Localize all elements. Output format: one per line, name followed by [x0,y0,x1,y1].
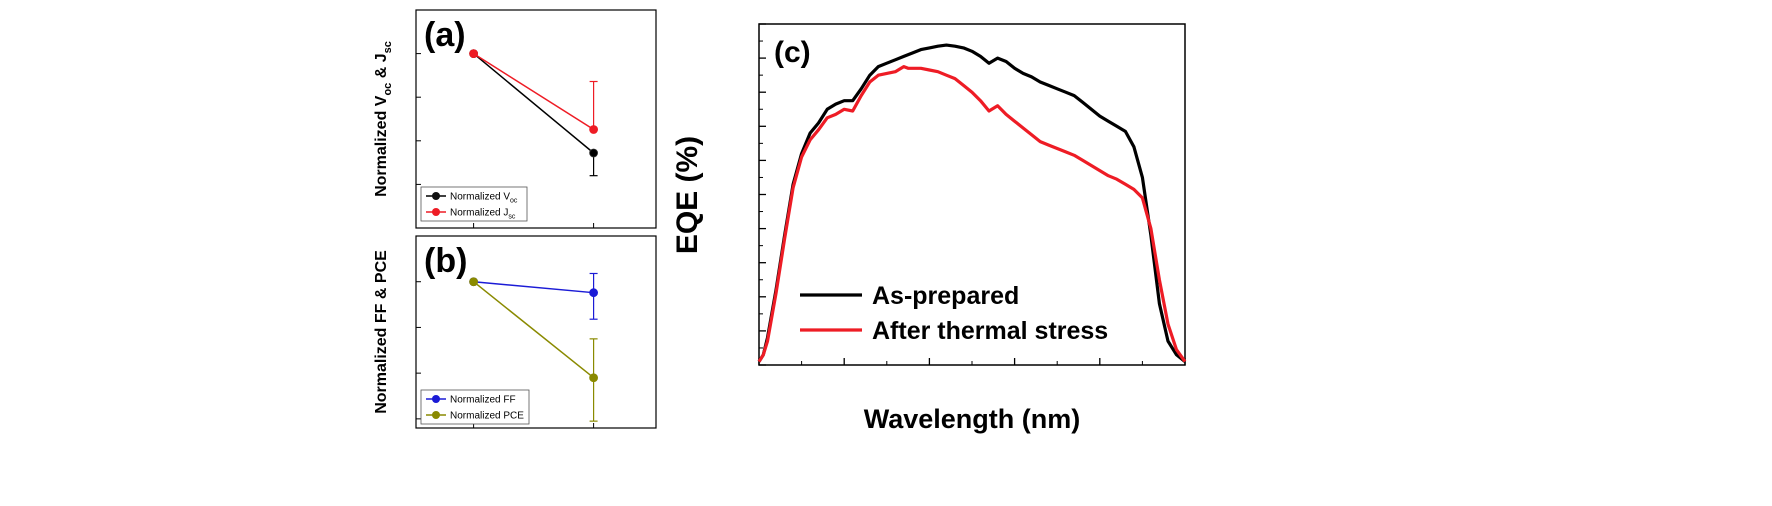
panel-b-legend: Normalized FF Normalized PCE [420,389,530,425]
panel-b: (b) Normalized FF & PCE Normalized FF No… [373,235,657,429]
panel-a-plot-frame [415,9,657,229]
panel-a-series [469,49,598,177]
panel-c-series [757,43,1187,363]
panel-b-series-normalized-pce-marker-1 [589,373,598,383]
panel-b-yticks [416,235,421,420]
panel-a-xticks [473,223,595,228]
legend-label-voc: Normalized Voc [450,192,518,205]
panel-c-label: (c) [774,36,811,69]
panel-b-series-normalized-ff-marker-1 [589,288,598,298]
panel-c-legend: As-prepared After thermal stress [800,282,1108,345]
legend-label-jsc: Normalized Jsc [450,208,516,221]
panel-c-series-as-prepared-line [757,43,1186,363]
panel-a-legend: Normalized Voc Normalized Jsc [420,186,528,222]
legend-marker-pce [432,411,440,419]
panel-a-series-normalized-voc-marker-1 [589,148,598,158]
panel-a-series-normalized-jsc-line [473,52,595,131]
panel-b-series-normalized-pce-line [473,281,595,379]
panel-b-legend-box [420,389,530,425]
panel-b-series-normalized-ff-line [473,280,594,294]
panel-a: (a) Normalized Voc & Jsc Normalized Voc … [373,9,657,229]
panel-c-ylabel: EQE (%) [671,136,704,254]
panel-c-plot-frame [758,23,1186,366]
panel-a-label: (a) [424,16,466,54]
legend-marker-jsc [432,208,440,216]
panel-c-xticks [758,358,1186,365]
legend-label-ff: Normalized FF [450,395,516,406]
panel-b-ylabel: Normalized FF & PCE [373,250,390,414]
panel-a-series-normalized-voc-line [473,53,595,154]
panel-b-plot-frame [415,235,657,429]
panel-a-legend-box [420,186,528,222]
panel-b-series-normalized-pce-marker-0 [469,277,479,287]
panel-c: (c) EQE (%) Wavelength (nm) As-prepared … [671,23,1187,434]
panel-a-series-normalized-jsc-marker-0 [469,49,479,58]
legend-marker-ff [432,395,440,403]
legend-label-after-thermal-stress: After thermal stress [872,317,1108,345]
legend-marker-voc [432,192,440,200]
panel-c-series-after-thermal-stress-line [757,64,1187,363]
panel-a-ylabel: Normalized Voc & Jsc [373,41,394,197]
panel-c-xlabel: Wavelength (nm) [864,404,1081,434]
panel-c-yticks [759,23,766,366]
legend-label-as-prepared: As-prepared [872,282,1019,310]
panel-b-label: (b) [424,242,467,280]
legend-label-pce: Normalized PCE [450,411,524,422]
panel-a-series-normalized-jsc-marker-1 [589,125,598,134]
panel-b-series [469,272,598,422]
panel-a-yticks [416,9,421,229]
